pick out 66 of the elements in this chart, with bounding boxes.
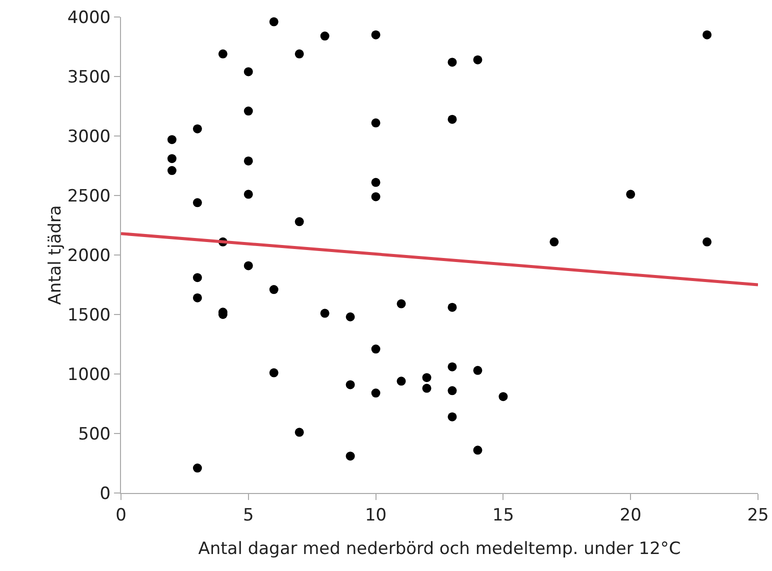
point [244, 67, 253, 76]
point [702, 237, 712, 246]
point [167, 135, 176, 144]
point [396, 376, 406, 386]
y-tick-label: 1500 [67, 305, 111, 326]
point [626, 190, 636, 199]
point [371, 388, 380, 398]
point [550, 237, 559, 246]
point [192, 198, 202, 208]
point [244, 156, 253, 166]
y-tick-label: 2500 [67, 186, 111, 206]
x-tick-label: 15 [492, 505, 514, 526]
point [244, 106, 253, 116]
point [269, 368, 278, 378]
y-tick-label: 3500 [67, 67, 111, 88]
point [448, 58, 457, 67]
y-tick-label: 3000 [67, 126, 111, 147]
point [346, 312, 355, 322]
y-tick-label: 500 [78, 424, 111, 444]
point [473, 55, 482, 64]
point [371, 192, 380, 202]
point [371, 178, 380, 187]
point [448, 302, 457, 312]
point [269, 17, 278, 26]
point [371, 118, 380, 128]
y-tick-label: 0 [100, 484, 111, 504]
point [448, 362, 457, 372]
point [294, 217, 304, 226]
y-tick-label: 4000 [67, 8, 111, 28]
point [473, 366, 482, 375]
y-axis-title: Antal tjädra [45, 205, 66, 305]
point [422, 384, 432, 393]
point [294, 49, 304, 58]
y-tick-label: 2000 [67, 246, 111, 266]
x-axis-title: Antal dagar med nederbörd och medeltemp. under 12°C [198, 539, 681, 559]
x-tick-label: 25 [747, 505, 769, 526]
point [448, 412, 457, 422]
point [371, 30, 380, 40]
x-tick-label: 5 [242, 505, 254, 526]
point [269, 285, 278, 294]
point [702, 30, 712, 40]
point [192, 273, 202, 282]
point [294, 428, 304, 437]
point [396, 299, 406, 308]
point [167, 166, 176, 176]
x-tick-label: 10 [364, 505, 387, 526]
point [320, 32, 330, 41]
point [448, 386, 457, 396]
point [320, 308, 330, 318]
point [244, 190, 253, 199]
point [473, 446, 482, 455]
point [244, 261, 253, 270]
x-tick-label: 20 [620, 505, 642, 526]
point [346, 380, 355, 390]
point [346, 452, 355, 461]
point [371, 344, 380, 354]
point [498, 392, 508, 402]
point [192, 124, 202, 134]
point [167, 154, 176, 164]
x-tick-label: 0 [116, 505, 126, 526]
y-tick-label: 1000 [67, 364, 111, 385]
point [422, 373, 432, 382]
point [192, 464, 202, 473]
point [218, 49, 228, 58]
point [192, 293, 202, 302]
point [448, 114, 457, 124]
